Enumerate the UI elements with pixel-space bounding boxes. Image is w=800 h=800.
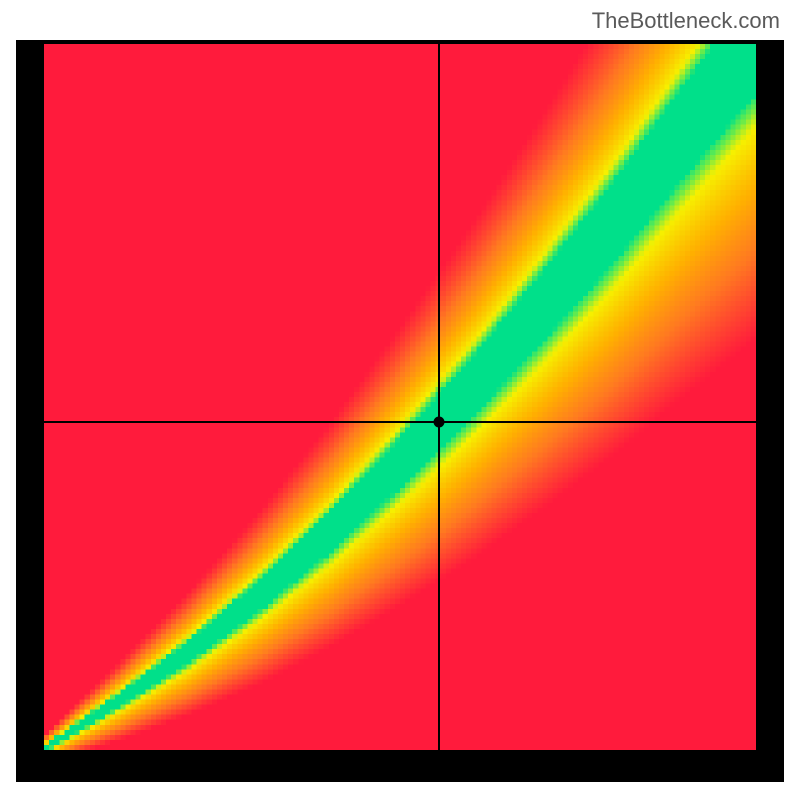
heatmap-plot-area <box>44 44 756 750</box>
watermark-text: TheBottleneck.com <box>592 8 780 34</box>
crosshair-horizontal <box>44 421 756 423</box>
selection-marker <box>434 417 445 428</box>
crosshair-vertical <box>438 44 440 750</box>
bottleneck-heatmap <box>44 44 756 750</box>
chart-outer-frame <box>16 40 784 782</box>
